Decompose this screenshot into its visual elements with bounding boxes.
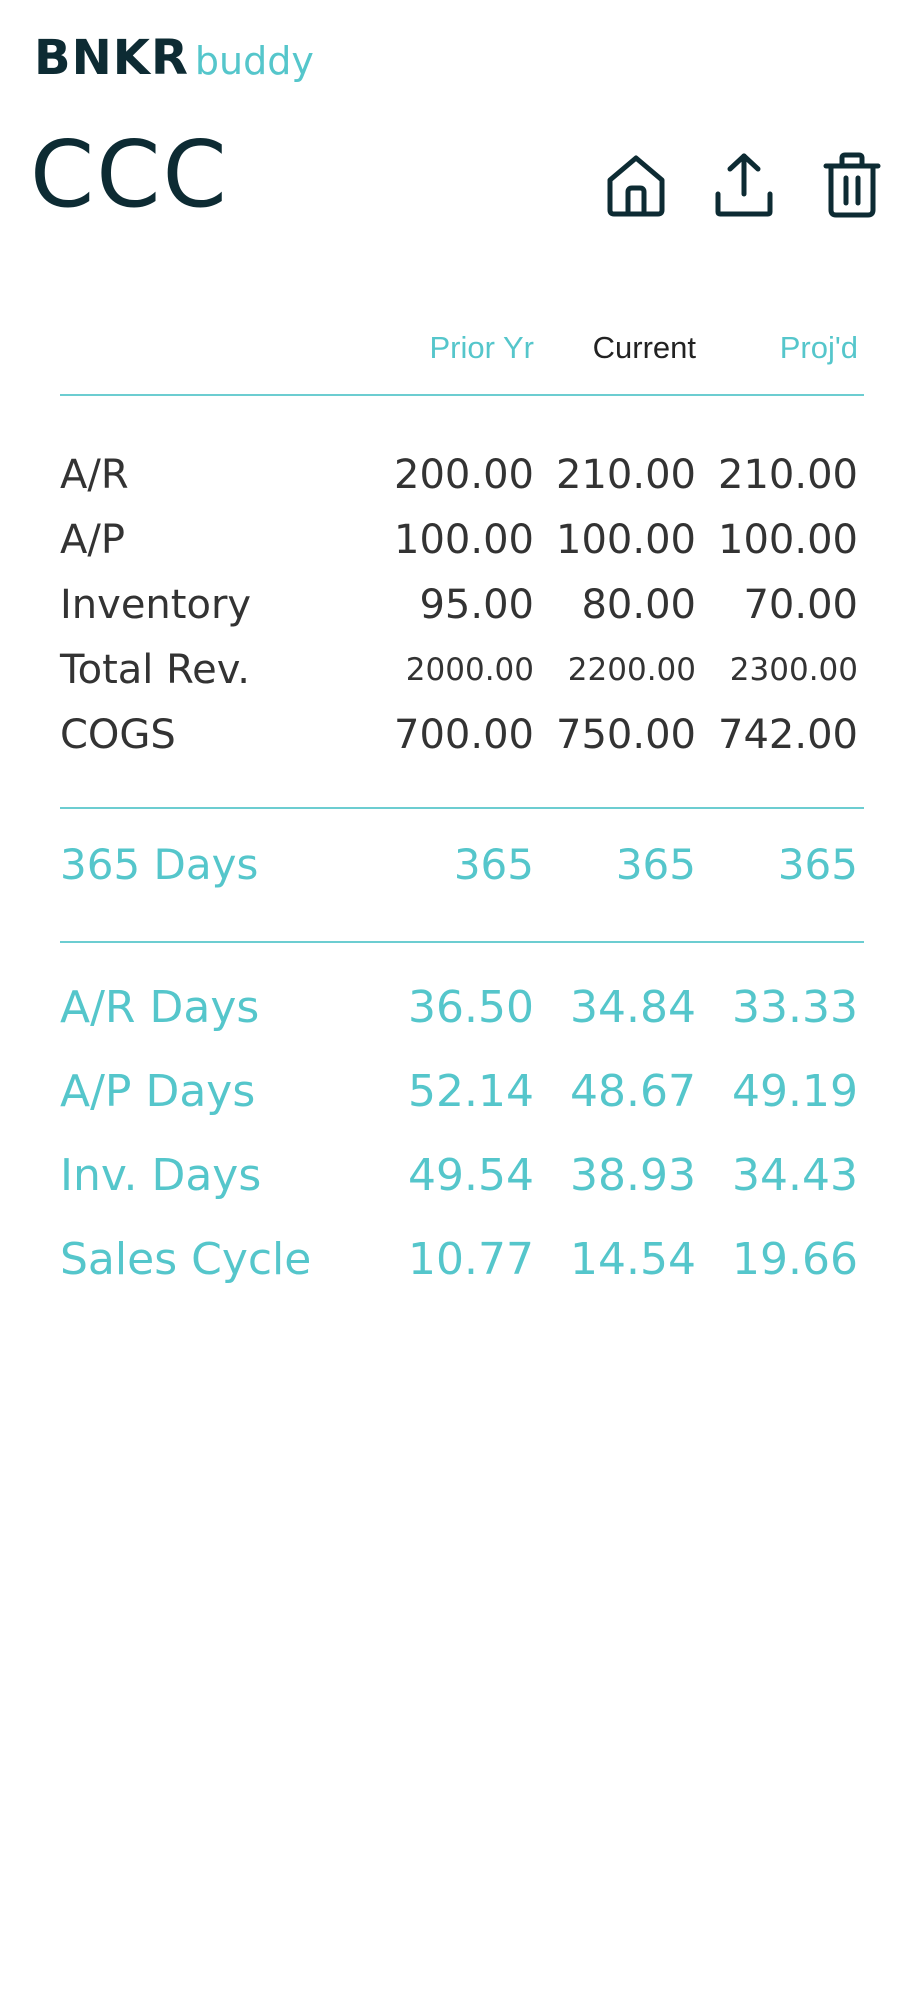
ar-prior-field[interactable]: 200.00 bbox=[394, 451, 534, 498]
home-icon bbox=[607, 155, 665, 217]
result-value: 52.14 bbox=[408, 1065, 534, 1117]
header-projected[interactable]: Proj'd bbox=[779, 330, 858, 365]
ar-projected-field[interactable]: 210.00 bbox=[718, 451, 858, 498]
row-label: Inventory bbox=[60, 581, 252, 628]
result-rows: A/R Days 36.50 34.84 33.33 A/P Days 52.1… bbox=[60, 965, 864, 1301]
inventory-projected-field[interactable]: 70.00 bbox=[743, 581, 858, 628]
input-rows: A/R 200.00 210.00 210.00 A/P 100.00 100.… bbox=[60, 442, 864, 767]
share-icon bbox=[715, 153, 773, 217]
total-rev-prior-field[interactable]: 2000.00 bbox=[405, 651, 534, 688]
cogs-current-field[interactable]: 750.00 bbox=[556, 711, 696, 758]
row-label: A/R Days bbox=[60, 981, 260, 1033]
inventory-prior-field[interactable]: 95.00 bbox=[419, 581, 534, 628]
row-365-days: 365 Days 365 365 365 bbox=[60, 809, 864, 919]
brand-main-text: BNKR bbox=[34, 30, 189, 86]
result-value: 19.66 bbox=[732, 1233, 858, 1285]
divider bbox=[60, 394, 864, 396]
result-value: 49.19 bbox=[732, 1065, 858, 1117]
cogs-prior-field[interactable]: 700.00 bbox=[394, 711, 534, 758]
home-button[interactable] bbox=[604, 150, 668, 220]
header-prior-year[interactable]: Prior Yr bbox=[429, 330, 534, 365]
ccc-table: Prior Yr Current Proj'd A/R 200.00 210.0… bbox=[60, 320, 864, 1301]
inventory-current-field[interactable]: 80.00 bbox=[581, 581, 696, 628]
share-button[interactable] bbox=[712, 150, 776, 220]
result-value: 34.43 bbox=[732, 1149, 858, 1201]
result-value: 48.67 bbox=[570, 1065, 696, 1117]
brand-sub-text: buddy bbox=[194, 39, 314, 83]
header-current[interactable]: Current bbox=[592, 330, 696, 365]
days-projected-field[interactable]: 365 bbox=[777, 839, 858, 889]
row-label: A/P bbox=[60, 516, 125, 563]
ar-current-field[interactable]: 210.00 bbox=[556, 451, 696, 498]
ap-projected-field[interactable]: 100.00 bbox=[718, 516, 858, 563]
row-inv-days: Inv. Days 49.54 38.93 34.43 bbox=[60, 1133, 864, 1217]
row-label: Sales Cycle bbox=[60, 1233, 312, 1285]
result-value: 10.77 bbox=[408, 1233, 534, 1285]
row-ar: A/R 200.00 210.00 210.00 bbox=[60, 442, 864, 507]
brand-logo: BNKR buddy bbox=[34, 30, 314, 90]
result-value: 34.84 bbox=[570, 981, 696, 1033]
row-label: A/R bbox=[60, 451, 129, 498]
ap-current-field[interactable]: 100.00 bbox=[556, 516, 696, 563]
row-ap-days: A/P Days 52.14 48.67 49.19 bbox=[60, 1049, 864, 1133]
divider bbox=[60, 941, 864, 943]
cogs-projected-field[interactable]: 742.00 bbox=[718, 711, 858, 758]
result-value: 36.50 bbox=[408, 981, 534, 1033]
column-headers: Prior Yr Current Proj'd bbox=[60, 320, 864, 376]
total-rev-projected-field[interactable]: 2300.00 bbox=[729, 651, 858, 688]
row-total-rev: Total Rev. 2000.00 2200.00 2300.00 bbox=[60, 637, 864, 702]
row-cogs: COGS 700.00 750.00 742.00 bbox=[60, 702, 864, 767]
row-label: A/P Days bbox=[60, 1065, 256, 1117]
result-value: 49.54 bbox=[408, 1149, 534, 1201]
row-ar-days: A/R Days 36.50 34.84 33.33 bbox=[60, 965, 864, 1049]
delete-button[interactable] bbox=[820, 150, 884, 220]
row-inventory: Inventory 95.00 80.00 70.00 bbox=[60, 572, 864, 637]
toolbar bbox=[604, 150, 884, 220]
trash-icon bbox=[823, 152, 881, 218]
row-label: Total Rev. bbox=[60, 646, 251, 693]
row-sales-cycle: Sales Cycle 10.77 14.54 19.66 bbox=[60, 1217, 864, 1301]
row-label: 365 Days bbox=[60, 839, 259, 889]
row-label: COGS bbox=[60, 711, 176, 758]
result-value: 33.33 bbox=[732, 981, 858, 1033]
total-rev-current-field[interactable]: 2200.00 bbox=[567, 651, 696, 688]
days-prior-field[interactable]: 365 bbox=[453, 839, 534, 889]
days-current-field[interactable]: 365 bbox=[615, 839, 696, 889]
row-ap: A/P 100.00 100.00 100.00 bbox=[60, 507, 864, 572]
result-value: 14.54 bbox=[570, 1233, 696, 1285]
result-value: 38.93 bbox=[570, 1149, 696, 1201]
page-title: CCC bbox=[30, 121, 229, 228]
ap-prior-field[interactable]: 100.00 bbox=[394, 516, 534, 563]
row-label: Inv. Days bbox=[60, 1149, 262, 1201]
divider bbox=[60, 807, 864, 809]
